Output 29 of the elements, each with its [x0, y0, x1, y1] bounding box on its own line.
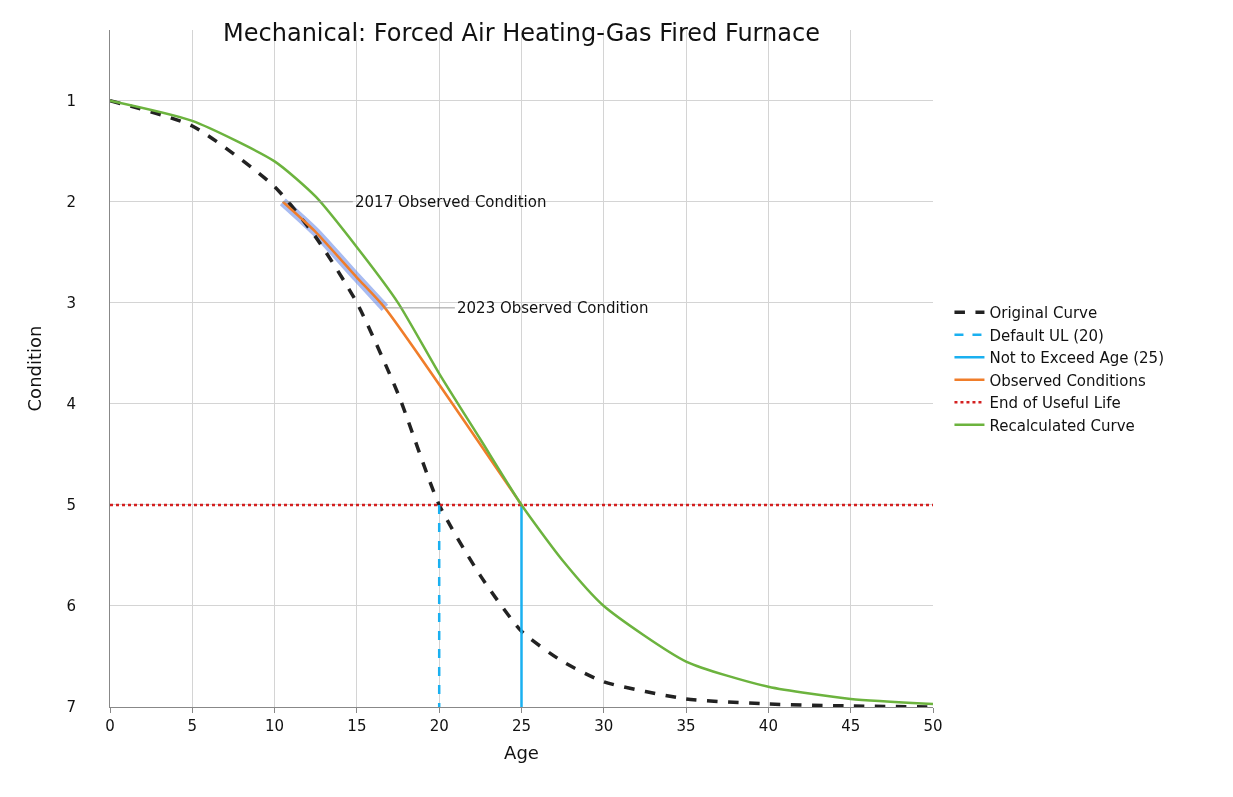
y-tick-label: 2: [66, 193, 76, 212]
x-tick-label: 20: [429, 717, 449, 735]
x-tick-label: 10: [265, 717, 285, 735]
x-tick-label: 50: [923, 717, 943, 735]
x-tick-label: 25: [511, 717, 532, 735]
y-tick-label: 5: [66, 496, 76, 515]
legend-label: End of Useful Life: [989, 394, 1121, 413]
legend-label: Observed Conditions: [989, 371, 1146, 390]
y-axis-title: Condition: [23, 325, 45, 412]
y-tick-label: 6: [66, 597, 76, 616]
x-axis-title: Age: [504, 742, 539, 764]
x-tick-label: 5: [187, 717, 198, 735]
y-tick-label: 7: [66, 698, 76, 717]
chart-title: Mechanical: Forced Air Heating-Gas Fired Furnace: [223, 18, 820, 47]
x-tick-label: 45: [841, 717, 861, 735]
y-tick-label: 4: [66, 395, 76, 414]
x-tick-label: 30: [594, 717, 614, 735]
annotation: 2023 Observed Condition: [457, 299, 649, 317]
legend-label: Default UL (20): [989, 326, 1104, 345]
legend-label: Not to Exceed Age (25): [989, 349, 1164, 368]
x-tick-label: 15: [347, 717, 367, 735]
annotation: 2017 Observed Condition: [355, 193, 547, 211]
legend-label: Recalculated Curve: [989, 416, 1135, 435]
x-tick-label: 0: [105, 717, 115, 735]
x-tick-label: 35: [676, 717, 696, 735]
y-tick-label: 3: [66, 294, 76, 313]
legend-label: Original Curve: [989, 304, 1098, 323]
y-tick-label: 1: [66, 91, 76, 110]
x-tick-label: 40: [758, 717, 778, 735]
